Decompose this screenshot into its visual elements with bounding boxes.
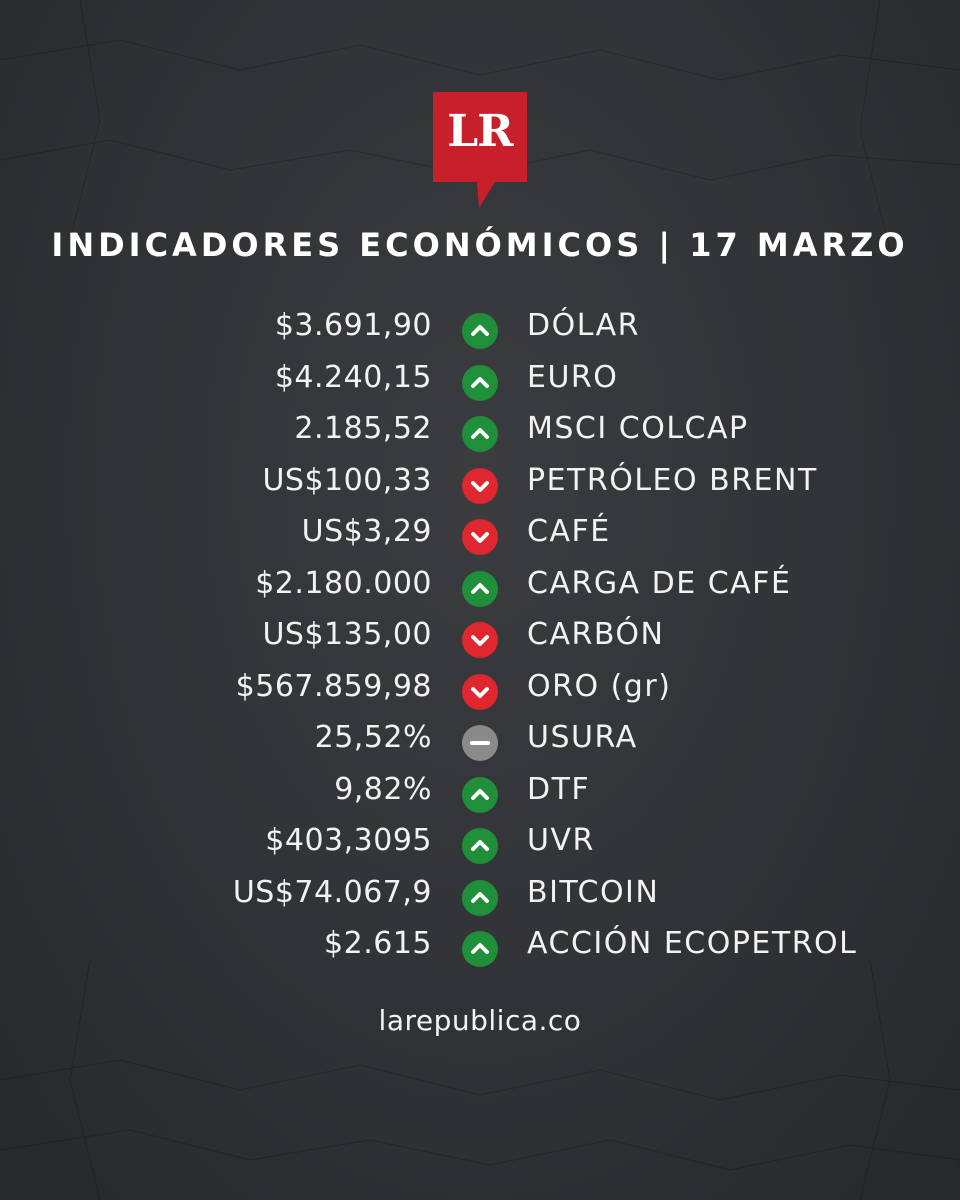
indicator-row: 2.185,52 MSCI COLCAP [0,407,960,459]
indicator-value: 9,82% [334,771,432,807]
indicator-value: US$135,00 [262,617,432,652]
chevron-down-icon [462,519,498,555]
chevron-down-icon [462,622,498,658]
logo-text: LR [447,106,514,157]
indicator-row: 9,82% DTF [0,768,960,820]
chevron-up-icon [462,776,498,813]
chevron-up-icon [462,364,498,401]
indicator-row: $567.859,98 ORO (gr) [0,665,960,717]
indicator-label: CAFÉ [527,514,611,549]
indicator-value: $403,3095 [265,823,432,858]
indicator-value: $4.240,15 [274,359,432,395]
chevron-up-icon [462,416,498,452]
chevron-up-icon [462,313,498,349]
indicator-value: US$3,29 [301,514,432,549]
indicator-value: US$100,33 [262,462,432,498]
indicator-value: $567.859,98 [235,668,432,704]
indicator-value: US$74.067,9 [232,874,432,910]
indicator-label: MSCI COLCAP [527,411,749,446]
indicator-row: 25,52% USURA [0,716,960,768]
indicator-label: BITCOIN [527,874,660,910]
minus-icon [462,725,498,761]
indicator-label: DTF [527,771,591,807]
indicator-label: CARGA DE CAFÉ [527,565,792,601]
page-title: INDICADORES ECONÓMICOS | 17 MARZO [51,226,909,264]
indicator-row: $2.615 ACCIÓN ECOPETROL [0,922,960,974]
chevron-up-icon [462,828,498,864]
indicator-row: $403,3095 UVR [0,819,960,871]
lr-logo: LR [433,92,527,208]
indicator-value: $3.691,90 [274,308,432,343]
indicator-row: US$100,33 PETRÓLEO BRENT [0,459,960,511]
chevron-down-icon [462,467,498,504]
indicator-row: $3.691,90 DÓLAR [0,304,960,356]
indicator-row: US$3,29 CAFÉ [0,510,960,562]
site-url: larepublica.co [378,1004,582,1037]
indicator-label: USURA [527,720,638,755]
indicator-label: CARBÓN [527,617,665,652]
chevron-up-icon [462,931,498,967]
indicator-row: US$135,00 CARBÓN [0,613,960,665]
indicator-label: EURO [527,359,619,395]
indicator-label: PETRÓLEO BRENT [527,462,818,498]
indicator-label: DÓLAR [527,308,640,343]
indicator-row: $2.180.000 CARGA DE CAFÉ [0,562,960,614]
indicator-list: $3.691,90 DÓLAR $4.240,15 EURO 2.185,52 MSCI … [0,304,960,974]
indicator-label: ACCIÓN ECOPETROL [527,926,858,961]
chevron-up-icon [462,879,498,916]
indicator-value: $2.615 [324,926,432,961]
indicator-row: US$74.067,9 BITCOIN [0,871,960,923]
indicator-value: $2.180.000 [255,565,432,601]
indicator-label: ORO (gr) [527,668,672,704]
indicator-value: 2.185,52 [294,411,432,446]
indicator-value: 25,52% [314,720,432,755]
indicator-row: $4.240,15 EURO [0,356,960,408]
indicator-label: UVR [527,823,595,858]
chevron-up-icon [462,570,498,607]
chevron-down-icon [462,673,498,710]
